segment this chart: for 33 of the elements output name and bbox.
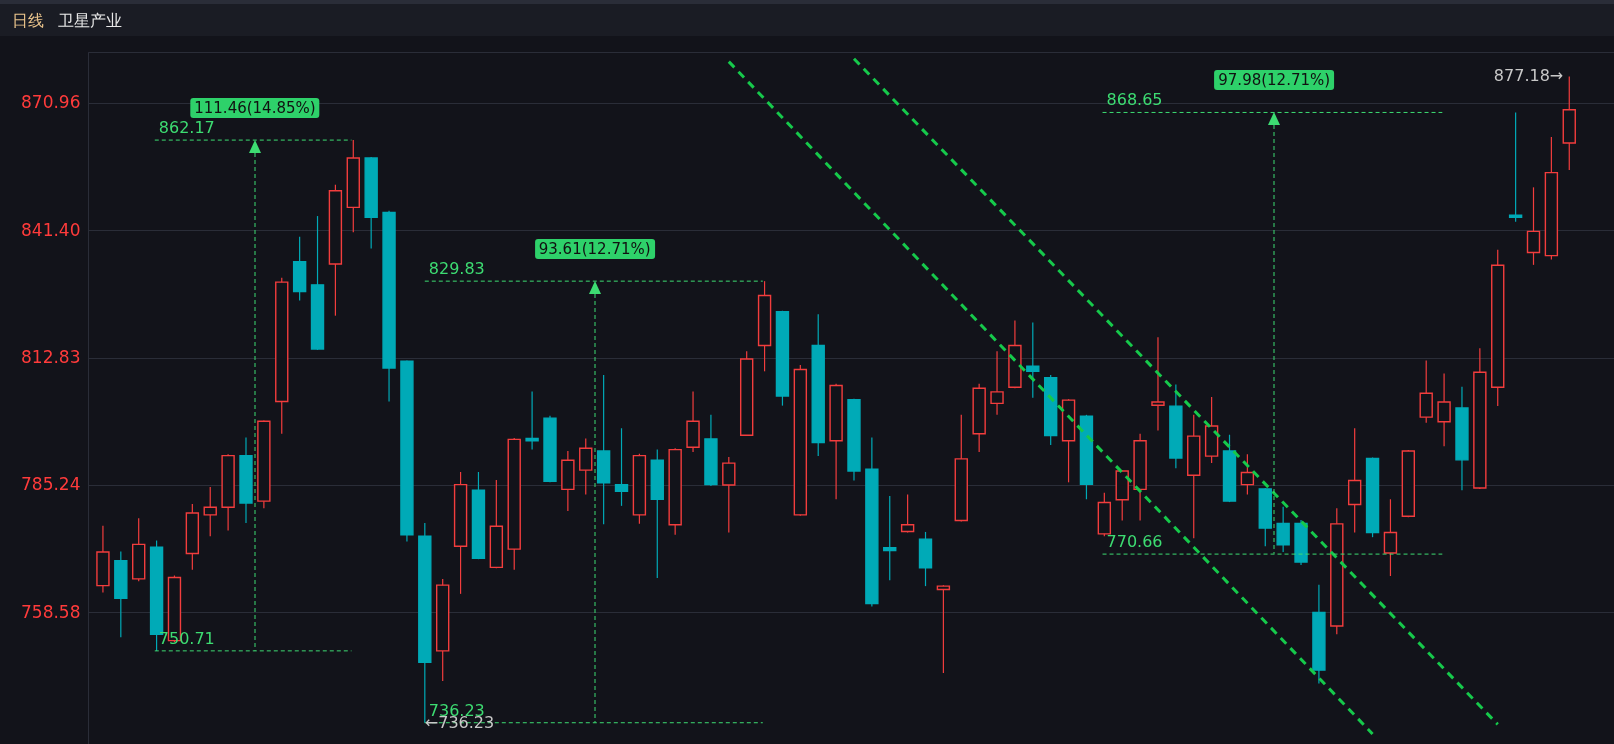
y-tick-label: 841.40 xyxy=(21,219,81,240)
candlestick xyxy=(203,486,217,537)
annotation: 97.98(12.71%) xyxy=(1214,70,1335,91)
ref-line-label: 750.71 xyxy=(158,628,215,648)
candlestick xyxy=(883,495,897,581)
y-tick-label: 812.83 xyxy=(21,347,81,368)
candlestick xyxy=(990,350,1004,416)
ref-line-label: 868.65 xyxy=(1106,90,1163,110)
annotation: 93.61(12.71%) xyxy=(534,239,655,260)
chart-title: 卫星产业 xyxy=(58,11,122,32)
candlestick xyxy=(1151,336,1165,432)
candlestick xyxy=(614,427,629,507)
candlestick xyxy=(1419,359,1433,424)
candlestick xyxy=(1437,372,1451,447)
ref-line-label: 829.83 xyxy=(428,259,485,279)
candlestick xyxy=(936,584,951,674)
candlestick xyxy=(579,437,593,496)
ref-line-label: 770.66 xyxy=(1106,532,1163,552)
annotation: 111.46(14.85%) xyxy=(190,98,320,119)
chart-subtitle: 日线 xyxy=(12,11,44,32)
ref-line-label: 862.17 xyxy=(158,118,215,138)
candlestick xyxy=(722,456,736,534)
candlestick xyxy=(1508,111,1523,223)
y-tick-label: 870.96 xyxy=(21,92,81,113)
candlestick xyxy=(1026,321,1040,399)
candlestick xyxy=(1276,506,1290,553)
annotation: 877.18→ xyxy=(1493,66,1564,86)
candlestick xyxy=(1240,453,1255,496)
y-tick-label: 785.24 xyxy=(21,474,81,495)
candlestick xyxy=(1526,186,1541,266)
candlestick xyxy=(900,493,915,534)
y-tick-label: 758.58 xyxy=(21,601,81,622)
candlestick xyxy=(1383,498,1398,577)
